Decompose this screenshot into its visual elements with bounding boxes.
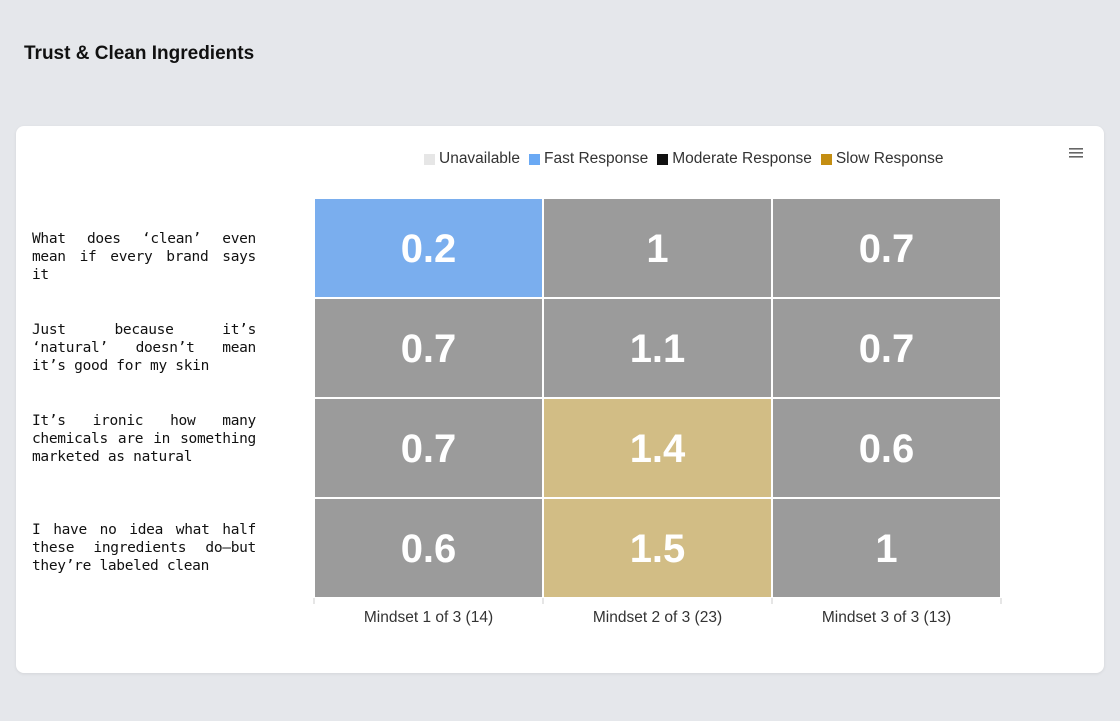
heatmap-value-r3-c3: 0.6 <box>859 427 915 471</box>
heatmap-value-r4-c3: 1 <box>875 527 897 571</box>
heatmap-value-r1-c3: 0.7 <box>859 227 915 271</box>
x-axis-label-1: Mindset 1 of 3 (14) <box>364 609 493 626</box>
row-label-2: Just because it’s ‘natural’ doesn’t mean… <box>32 322 256 374</box>
legend-swatch-fast <box>529 153 540 165</box>
heatmap-value-r1-c1: 0.2 <box>401 227 457 271</box>
row-label-1: What does ‘clean’ even mean if every bra… <box>32 231 256 283</box>
heatmap-value-r3-c2: 1.4 <box>630 427 686 471</box>
heatmap-value-r3-c1: 0.7 <box>401 427 457 471</box>
legend-label-slow: Slow Response <box>835 150 944 167</box>
heatmap-value-r4-c1: 0.6 <box>401 527 457 571</box>
heatmap-cell-r2-c2[interactable] <box>544 299 771 397</box>
heatmap-cell-r1-c3[interactable] <box>773 199 1000 297</box>
heatmap-cell-r4-c3[interactable] <box>773 499 1000 597</box>
legend-swatch-slow <box>820 153 832 165</box>
heatmap-cell-r3-c3[interactable] <box>773 399 1000 497</box>
hamburger-menu-icon[interactable] <box>1069 146 1083 160</box>
heatmap-cell-r3-c2[interactable] <box>544 399 771 497</box>
legend-label-fast: Fast Response <box>544 150 649 167</box>
chart-card: Unavailable Fast Response Moderate Respo… <box>16 126 1104 673</box>
heatmap-value-r1-c2: 1 <box>646 227 668 271</box>
legend-item-slow[interactable]: Slow Response <box>820 150 944 168</box>
legend-swatch-moderate <box>657 153 669 165</box>
legend-item-unavailable[interactable]: Unavailable <box>424 150 520 168</box>
heatmap-value-r2-c2: 1.1 <box>630 327 686 371</box>
row-label-3: It’s ironic how many chemicals are in so… <box>32 413 256 465</box>
heatmap-value-r4-c2: 1.5 <box>630 527 686 571</box>
row-label-4: I have no idea what half these ingredien… <box>32 522 256 574</box>
legend-swatch-unavailable <box>424 153 435 165</box>
legend-item-fast[interactable]: Fast Response <box>529 150 648 168</box>
page-title: Trust & Clean Ingredients <box>24 43 255 64</box>
heatmap-cell-r3-c1[interactable] <box>315 399 542 497</box>
heatmap-cell-r1-c2[interactable] <box>544 199 771 297</box>
heatmap-cell-r1-c1[interactable] <box>315 199 542 297</box>
heatmap-value-r2-c1: 0.7 <box>401 327 457 371</box>
heatmap-plot: 0.2 1 0.7 0.7 1.1 0.7 0.7 1.4 0.6 0.6 1.5 1 Mindset … <box>313 199 1002 626</box>
heatmap-value-r2-c3: 0.7 <box>859 327 915 371</box>
legend-label-moderate: Moderate Response <box>672 150 812 167</box>
legend-label-unavailable: Unavailable <box>439 150 520 167</box>
x-axis-label-3: Mindset 3 of 3 (13) <box>822 609 951 626</box>
heatmap-cell-r4-c1[interactable] <box>315 499 542 597</box>
legend: Unavailable Fast Response Moderate Respo… <box>424 150 953 168</box>
heatmap-cell-r4-c2[interactable] <box>544 499 771 597</box>
heatmap-cell-r2-c3[interactable] <box>773 299 1000 397</box>
heatmap-cell-r2-c1[interactable] <box>315 299 542 397</box>
legend-item-moderate[interactable]: Moderate Response <box>657 150 812 168</box>
x-axis-label-2: Mindset 2 of 3 (23) <box>593 609 722 626</box>
